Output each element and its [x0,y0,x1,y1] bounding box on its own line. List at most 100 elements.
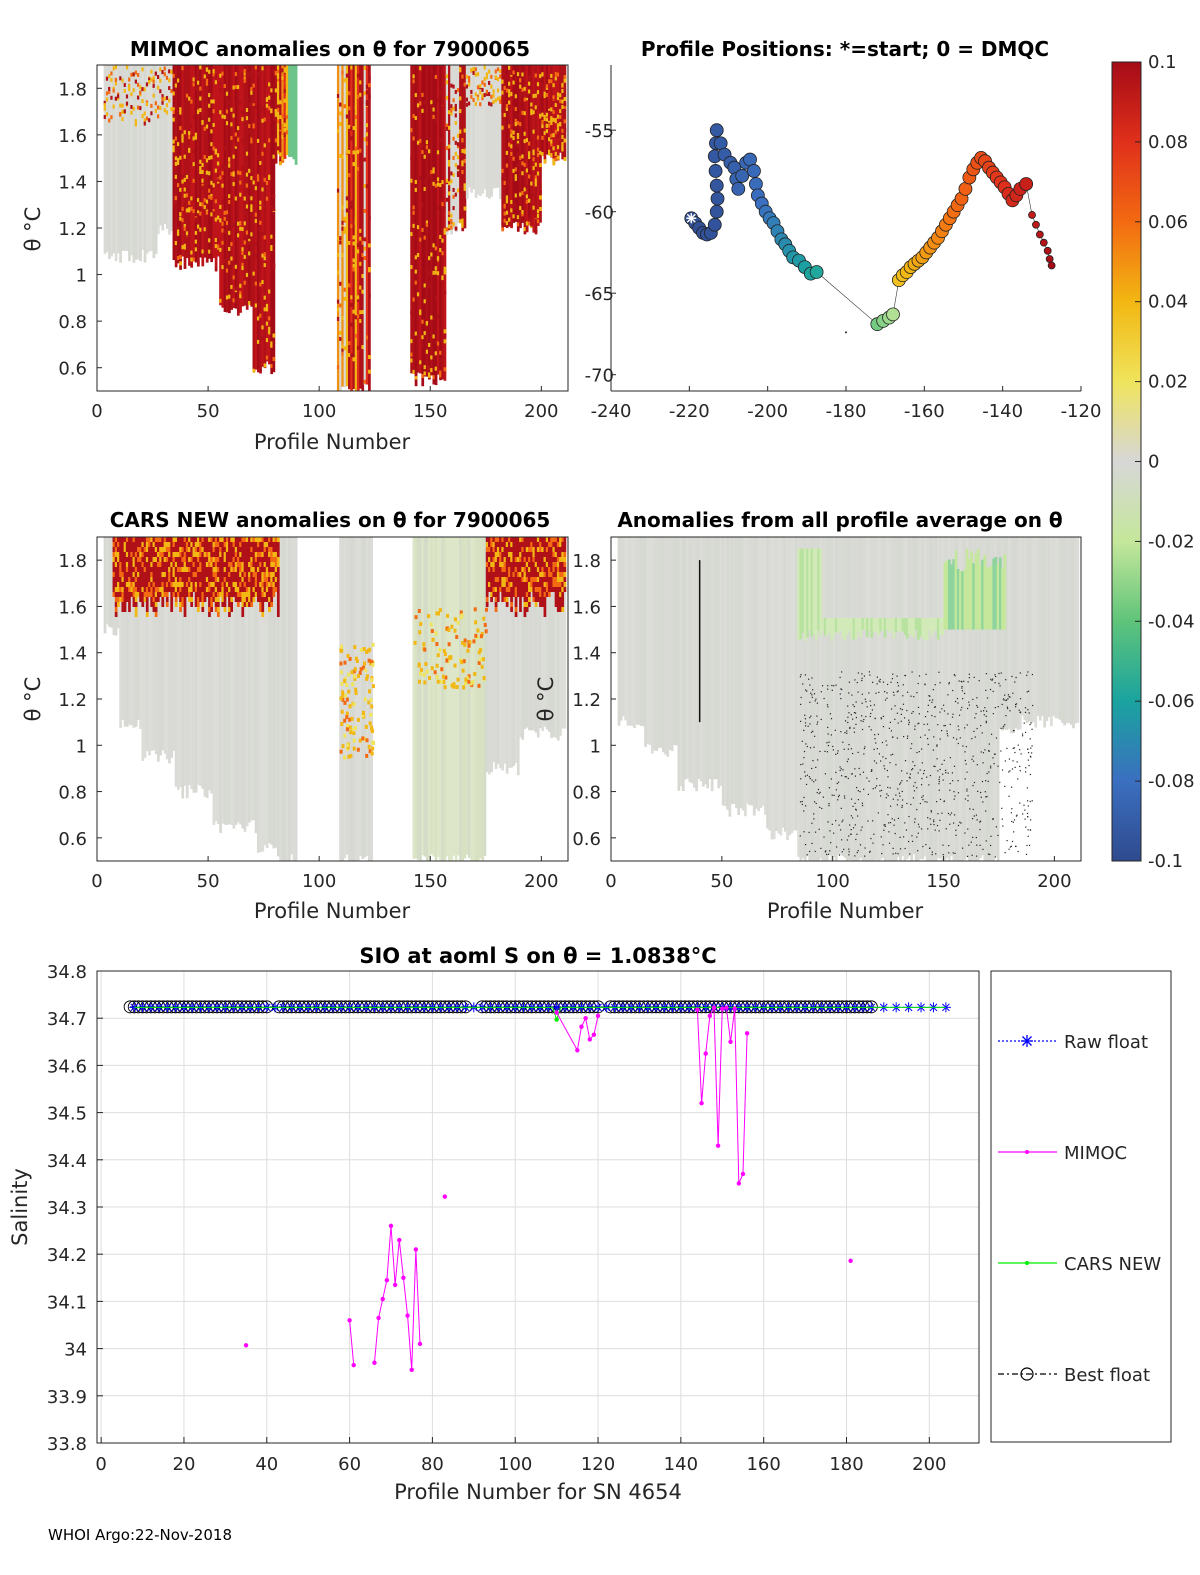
allavg-cell [1030,537,1033,724]
cars-cell-warm [466,676,470,681]
cars-cell-hot [261,607,265,612]
cars-cell-hot [216,577,220,582]
cars-cell-warm [365,753,369,758]
allavg-contour-dot [972,808,974,811]
cars-cell-warm [370,727,374,732]
cars-cell-hot [148,537,151,542]
mimoc-cell-hot [436,271,440,276]
mimoc-cell-hot [421,150,425,155]
mimoc-cell-hot [510,129,513,134]
mimoc-cell-hot [514,204,518,209]
allavg-cell [675,537,679,746]
mimoc-cell-hot [345,149,349,154]
mimoc-cell-hot [339,336,342,341]
cars-cell-hot [223,577,227,582]
allavg-contour-dot [882,726,885,728]
mimoc-cell-hot [336,188,340,193]
cars-cell-warm [347,754,351,759]
cars-cell-hot [203,582,207,587]
mimoc-cell [421,65,425,387]
mimoc-cell-hot [190,99,194,104]
mimoc-cell-hot [190,123,194,128]
cars-cell-hot [134,592,138,597]
allavg-contour-dot [889,721,891,723]
cars-cell-hot [165,562,169,567]
cars-cell-hot [212,582,216,587]
allavg-contour-dot [868,726,870,728]
allavg-contour-dot [844,720,847,722]
allavg-contour-dot [897,788,899,790]
allavg-contour-dot [895,764,897,766]
cars-cell-hot [488,537,491,542]
mimoc-cell-hot [239,294,242,299]
cars-cell-hot [148,577,151,582]
allavg-contour-dot [962,745,964,747]
cars-cell-hot [185,577,189,582]
cars-cell-hot [508,547,511,552]
cars-cell-hot [219,582,222,587]
mimoc-cell-hot [532,94,536,99]
cars-cell [208,537,211,791]
cars-cell-hot [234,597,238,602]
mimoc-cell-hot [208,69,211,74]
allavg-cell-green [994,556,998,630]
mimoc-cell-hot [352,258,356,263]
allavg-cell [633,537,636,728]
mimoc-cell-hot [359,80,362,85]
allavg-contour-dot [864,698,866,700]
cars-cell-hot [512,572,516,577]
cars-cell-hot [252,592,256,597]
cars-cell-hot [494,577,498,582]
cars-cell-warm [355,659,359,664]
allavg-contour-dot [890,730,893,732]
cars-cell-hot [223,607,227,612]
cars-cell-hot [523,607,527,612]
mimoc-cell-hot [185,231,189,236]
mimoc-cell-hot [425,286,429,291]
cars-cell-hot [534,547,538,552]
allavg-contour-dot [929,699,931,701]
mimoc-cell-hot [488,80,491,85]
mimoc-cell [143,65,147,263]
mimoc-cell-hot [179,126,182,131]
cars-cell-hot [205,542,209,547]
allavg-contour-dot [841,851,843,853]
allavg-cell [934,537,938,861]
mimoc-cell-hot [225,295,229,300]
allavg-cell [930,537,933,861]
mimoc-cell [110,65,114,257]
cars-cell-hot [196,537,200,542]
cars-cell-hot [492,567,496,572]
cars-cell-hot [179,542,182,547]
cars-cell-hot [199,552,202,557]
cars-cell-hot [248,537,251,542]
cars-cell-hot [121,552,125,557]
allavg-cell [695,537,698,792]
cars-cell-hot [123,597,127,602]
cars-cell-hot [112,572,116,577]
mimoc-cell-hot [250,232,254,237]
allavg-contour-dot [944,724,946,727]
mimoc-cell-hot [363,379,367,384]
cars-cell-hot [534,552,538,557]
mimoc-cell-hot [470,67,473,72]
allavg-contour-dot [979,820,982,822]
mimoc-cell-hot [268,330,271,335]
cars-cell-warm [459,610,463,615]
cars-cell-hot [163,547,167,552]
mimoc-cell-hot [503,180,507,185]
allavg-contour-dot [821,807,823,810]
mimoc-cell-hot [361,345,365,350]
mimoc-cell-hot [528,75,531,80]
mimoc-cell-hot [192,82,196,87]
mimoc-cell-hot [510,133,513,138]
allavg-contour-dot [1011,840,1014,843]
allavg-contour-dot [846,730,848,732]
cars-cell-hot [179,602,182,607]
cars-cell-hot [116,602,120,607]
mimoc-cell-hot [272,194,276,199]
mimoc-cell-hot [416,273,420,278]
allavg-contour-dot [978,680,980,682]
cars-cell-hot [508,582,511,587]
mimoc-cell-hot [481,93,485,98]
